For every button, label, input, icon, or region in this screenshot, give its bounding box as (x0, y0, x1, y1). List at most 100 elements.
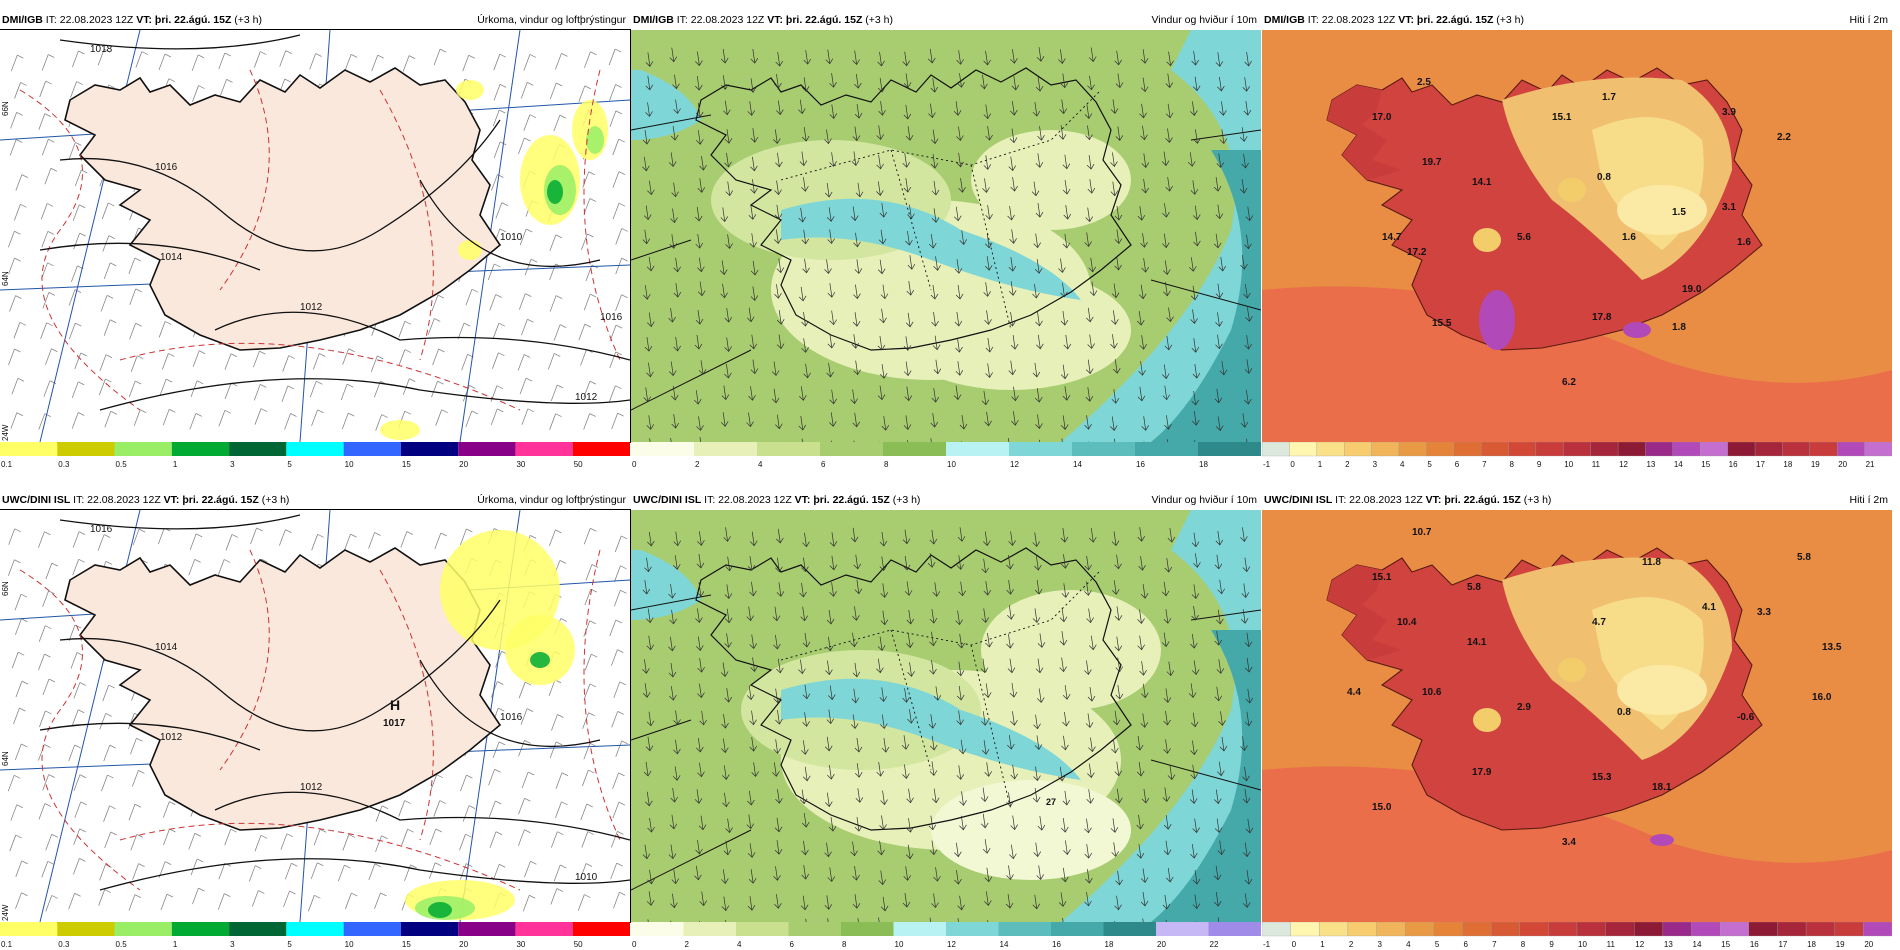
wind-arrow (826, 736, 830, 751)
wind-arrow (1216, 630, 1220, 646)
colorbar-swatch (841, 922, 894, 936)
wind-arrow (929, 917, 931, 922)
wind-arrow (778, 310, 782, 325)
lead-time: (+3 h) (862, 14, 894, 26)
temperature-value: 16.0 (1812, 692, 1832, 703)
colorbar-swatch (343, 442, 401, 456)
wind-arrow (958, 126, 961, 141)
wind-arrow (987, 126, 990, 141)
colorbar-tick: 2 (1349, 940, 1354, 949)
wind-barb (583, 293, 591, 311)
wind-barb (611, 649, 618, 666)
colorbar-swatch (694, 442, 757, 456)
wind-arrow (983, 390, 987, 405)
wind-arrow (750, 386, 753, 401)
wind-arrow (804, 258, 807, 273)
wind-arrow (777, 152, 780, 167)
temperature-area (1262, 766, 1892, 922)
wind-arrow (775, 688, 778, 703)
colorbar-swatch (820, 442, 883, 456)
wind-arrow (1090, 257, 1094, 272)
wind-arrow (1113, 389, 1117, 404)
wind-barb (42, 678, 50, 696)
wind-arrow (1116, 255, 1119, 270)
colorbar-tick: 22 (1210, 940, 1219, 949)
wind-arrow (1246, 438, 1248, 442)
wind-arrow (1138, 761, 1142, 776)
colorbar-swatch (1535, 442, 1564, 457)
colorbar-swatch (0, 442, 58, 456)
wind-barb (432, 348, 439, 366)
wind-arrow (726, 584, 730, 599)
wind-arrow (826, 895, 830, 910)
colorbar-tick: 12 (1010, 460, 1019, 469)
valid-time: VT: þri. 22.ágú. 15Z (136, 14, 232, 26)
wind-arrow (1011, 229, 1015, 244)
wind-arrow (1217, 416, 1221, 431)
wind-arrow (1113, 842, 1117, 857)
wind-arrow (803, 229, 807, 244)
colorbar-tick: 11 (1607, 940, 1616, 949)
colorbar-swatch (1662, 922, 1692, 937)
wind-arrow (905, 73, 909, 88)
wind-arrow (1242, 413, 1246, 428)
wind-arrow (881, 714, 885, 729)
wind-arrow (699, 683, 702, 698)
panel-title: Vindur og hviður í 10m (1151, 494, 1257, 506)
wind-arrow (960, 581, 963, 596)
wind-barb (609, 619, 617, 637)
wind-arrow (1009, 658, 1013, 673)
wind-arrow (1089, 687, 1093, 702)
wind-arrow (1086, 104, 1090, 119)
wind-arrow (749, 556, 753, 571)
colorbar-swatch (1634, 922, 1664, 937)
wind-arrow (1034, 894, 1038, 909)
wind-barb (218, 863, 226, 880)
wind-arrow (699, 762, 702, 777)
wind-arrow (881, 202, 885, 218)
wind-arrow (1034, 362, 1038, 377)
wind-arrow (1143, 788, 1147, 803)
wind-barb (613, 681, 621, 699)
wind-arrow (1113, 310, 1116, 325)
wind-arrow (1064, 386, 1068, 401)
wind-barb (72, 50, 79, 68)
temperature-value: 2.5 (1417, 77, 1431, 88)
wind-arrow (879, 51, 882, 66)
wind-arrow (1113, 580, 1117, 595)
wind-arrow (649, 180, 652, 195)
wind-barb (374, 892, 381, 910)
isobar-label: 1014 (160, 252, 183, 263)
wind-arrow (955, 385, 959, 400)
wind-arrow (957, 610, 960, 625)
wind-arrow (1221, 360, 1225, 375)
wind-arrow (882, 896, 886, 911)
wind-arrow (1139, 386, 1143, 401)
colorbar-swatch (286, 442, 344, 456)
wind-arrow (1037, 658, 1041, 673)
wind-barb (431, 294, 439, 312)
temperature-value: 14.1 (1472, 177, 1492, 188)
wind-arrow (1164, 385, 1168, 400)
colorbar-tick: 20 (1864, 940, 1873, 949)
wind-arrow (1086, 415, 1089, 430)
wind-arrow (1189, 152, 1193, 167)
wind-arrow (955, 101, 959, 116)
isobar (419, 179, 601, 267)
wind-barb (549, 82, 557, 100)
wind-barb (41, 231, 49, 248)
wind-arrow (982, 658, 986, 673)
wind-arrow (1059, 766, 1063, 781)
wind-arrow (1142, 918, 1144, 922)
temperature-value: 10.7 (1412, 527, 1432, 538)
colorbar-swatch (1563, 442, 1591, 457)
wind-barb (44, 168, 52, 185)
wind-arrow (908, 281, 912, 296)
precip-area (458, 240, 482, 260)
wind-barb (609, 84, 616, 101)
wind-barb (553, 324, 561, 341)
init-time: IT: 22.08.2023 12Z (1332, 494, 1426, 506)
colorbar-tick: 10 (895, 940, 904, 949)
wind-barb (493, 84, 501, 101)
wind-barb (74, 169, 82, 187)
